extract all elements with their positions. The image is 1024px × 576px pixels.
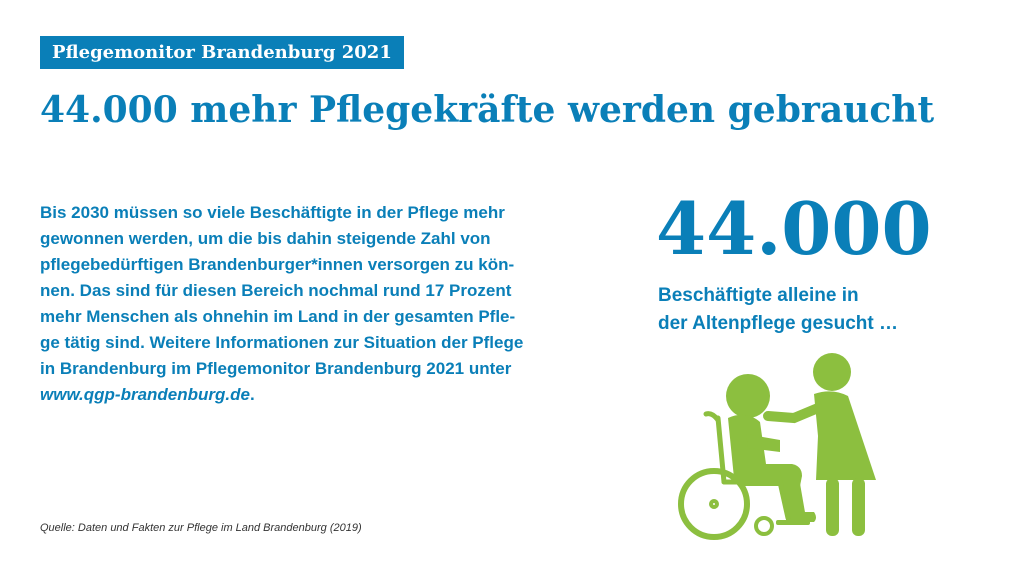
highlight-caption-line: der Altenpflege gesucht …	[658, 313, 898, 334]
body-line-url: www.qgp-brandenburg.de.	[40, 382, 540, 408]
body-text: Bis 2030 müssen so viele Beschäftigte in…	[40, 200, 540, 408]
header-badge: Pflegemonitor Brandenburg 2021	[40, 36, 404, 69]
page-title: 44.000 mehr Pflegekräfte werden gebrauch…	[40, 89, 935, 131]
website-url: www.qgp-brandenburg.de	[40, 385, 250, 404]
body-line: gewonnen werden, um die bis dahin steige…	[40, 229, 491, 248]
body-line: Bis 2030 müssen so viele Beschäftigte in…	[40, 203, 505, 222]
highlight-caption-line: Beschäftigte alleine in	[658, 285, 859, 306]
body-line: nen. Das sind für diesen Bereich nochmal…	[40, 281, 512, 300]
body-line: pflegebedürftigen Brandenburger*innen ve…	[40, 255, 515, 274]
body-line: in Brandenburg im Pflegemonitor Brandenb…	[40, 359, 512, 378]
body-line: ge tätig sind. Weitere Informationen zur…	[40, 333, 524, 352]
source-note: Quelle: Daten und Fakten zur Pflege im L…	[40, 522, 362, 534]
highlight-caption: Beschäftigte alleine in der Altenpflege …	[658, 282, 898, 338]
body-line: mehr Menschen als ohnehin im Land in der…	[40, 307, 516, 326]
url-suffix: .	[249, 385, 255, 404]
highlight-number: 44.000	[656, 186, 932, 271]
caregiver-wheelchair-icon	[678, 353, 876, 540]
